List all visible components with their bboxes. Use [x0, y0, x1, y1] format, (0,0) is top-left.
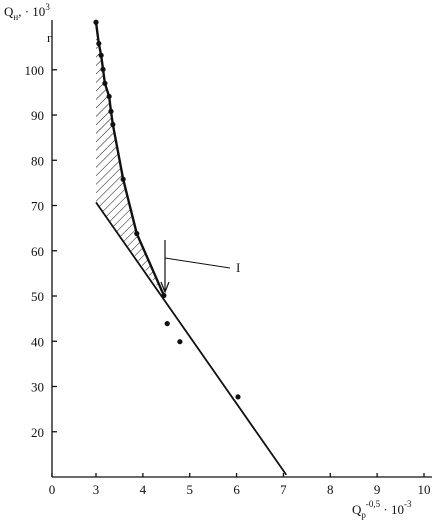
point [96, 40, 102, 47]
x-tick-label: 7 [280, 482, 287, 497]
point [161, 292, 167, 299]
point [120, 176, 126, 182]
y-tick-label: 70 [31, 199, 44, 214]
x-tick-label: 3 [93, 482, 100, 497]
x-tick-label: 6 [233, 482, 240, 497]
point [100, 66, 106, 72]
annotation-arrow [160, 240, 231, 294]
y-tick-label: 90 [31, 108, 44, 123]
y-tick-label: 60 [31, 244, 44, 259]
point [134, 230, 140, 237]
y-tick-label: 20 [31, 425, 44, 440]
y-tick-label: 100 [25, 63, 45, 78]
point [164, 321, 170, 327]
y-tick-label: 30 [31, 380, 44, 395]
x-axis-label: Qр-0,5 · 10-3 [352, 499, 412, 520]
y-axis-label: Qн, · 103 [4, 2, 50, 22]
hatched-region [96, 22, 164, 296]
point [110, 121, 116, 128]
annotation: I [236, 260, 240, 275]
point [98, 52, 104, 58]
point [106, 93, 112, 100]
point [108, 108, 114, 114]
point [235, 394, 241, 400]
y-tick-label: 50 [31, 289, 44, 304]
x-tick-label: 0 [49, 482, 56, 497]
point [93, 19, 99, 25]
x-tick-label: 5 [186, 482, 193, 497]
point [177, 339, 183, 345]
x-tick-label: 8 [327, 482, 334, 497]
x-tick-label: 9 [374, 482, 381, 497]
fit-line [95, 201, 287, 476]
point [102, 80, 108, 86]
y-axis-unit: г [47, 30, 52, 45]
x-tick-label: 4 [140, 482, 147, 497]
y-tick-label: 40 [31, 334, 44, 349]
y-tick-label: 80 [31, 153, 44, 168]
x-tick-label: 10 [418, 482, 431, 497]
